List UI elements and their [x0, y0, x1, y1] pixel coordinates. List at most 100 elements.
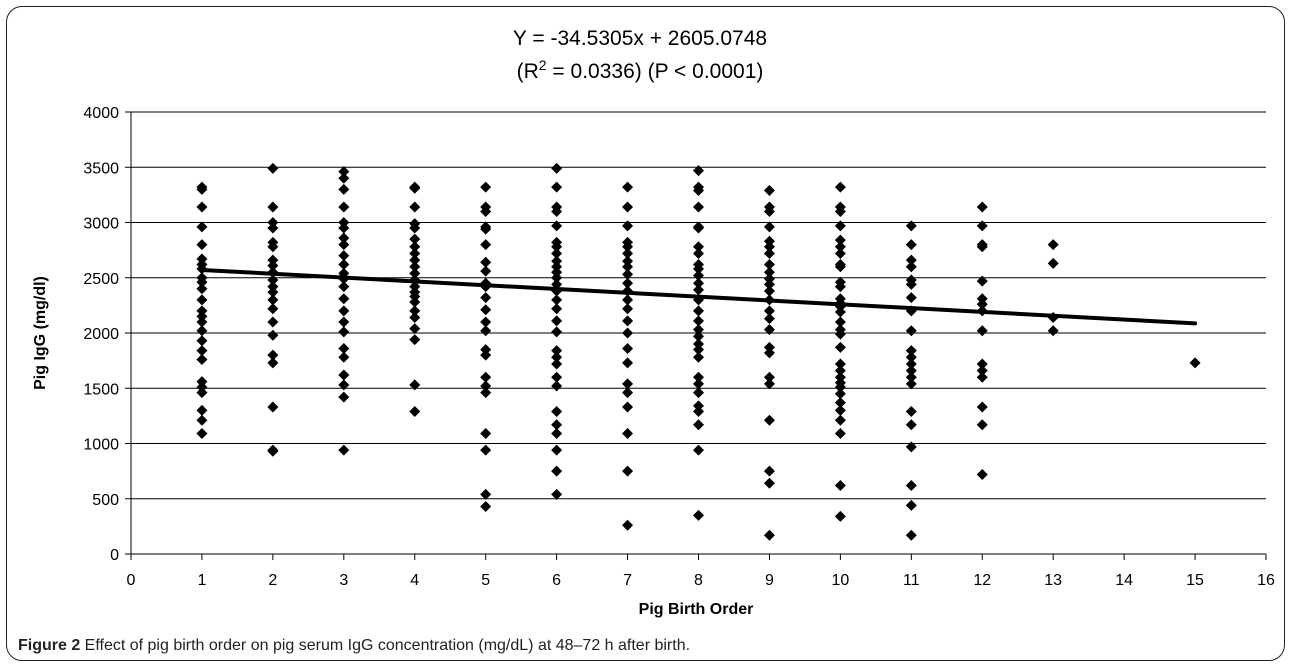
data-point [267, 349, 279, 361]
data-point [693, 405, 704, 417]
data-point [409, 296, 421, 308]
data-point [338, 369, 350, 381]
data-point [693, 371, 704, 383]
data-point [338, 217, 350, 228]
data-point [905, 441, 917, 453]
data-point [551, 405, 563, 417]
data-point [905, 220, 917, 232]
x-tick-label: 16 [1257, 572, 1275, 589]
data-point [480, 325, 492, 337]
data-point [267, 260, 279, 272]
data-point [834, 220, 846, 232]
x-tick-label: 1 [197, 572, 206, 589]
data-point [196, 201, 208, 213]
data-point [905, 239, 917, 251]
data-point [693, 387, 704, 399]
data-point [763, 266, 775, 278]
data-point [693, 284, 704, 296]
data-point [763, 258, 775, 270]
data-point [834, 479, 846, 491]
data-point [622, 401, 634, 413]
data-point [409, 261, 421, 273]
data-point [338, 391, 350, 403]
data-point [480, 223, 492, 235]
data-point [834, 306, 846, 318]
chart-title-line2: (R2 = 0.0336) (P < 0.0001) [517, 57, 764, 83]
data-point [905, 358, 917, 370]
data-point [267, 274, 279, 286]
data-point [693, 270, 704, 282]
data-point [763, 477, 775, 489]
data-point [480, 292, 492, 304]
data-point [693, 444, 704, 456]
data-point [551, 255, 563, 267]
data-point [905, 261, 917, 273]
data-point [763, 529, 775, 541]
data-point [480, 444, 492, 456]
data-point [976, 358, 988, 370]
data-point [622, 378, 634, 390]
data-point [196, 345, 208, 357]
data-point [551, 488, 563, 500]
data-point [267, 286, 279, 298]
data-point [267, 254, 279, 266]
data-point [196, 404, 208, 416]
data-point [905, 278, 917, 290]
data-point [551, 326, 563, 338]
x-tick-label: 0 [127, 572, 136, 589]
data-point [693, 400, 704, 412]
y-tick-label: 3500 [83, 160, 119, 177]
data-point [267, 445, 279, 457]
data-point [976, 220, 988, 232]
x-tick-label: 8 [694, 572, 703, 589]
data-point [693, 324, 704, 336]
chart-title-line1: Y = -34.5305x + 2605.0748 [513, 27, 767, 50]
y-tick-label: 0 [110, 547, 119, 564]
data-point [622, 268, 634, 280]
data-point [196, 376, 208, 388]
data-points [196, 162, 1201, 541]
data-point [693, 305, 704, 317]
data-point [267, 201, 279, 213]
data-point [409, 222, 421, 234]
data-point [267, 401, 279, 413]
data-point [409, 267, 421, 279]
data-point [196, 239, 208, 251]
data-point [551, 371, 563, 383]
data-point [834, 247, 846, 259]
data-point [905, 378, 917, 390]
y-tick-label: 2500 [83, 271, 119, 288]
data-point [905, 499, 917, 511]
data-point [622, 261, 634, 273]
data-point [480, 304, 492, 316]
data-point [338, 201, 350, 213]
data-point [763, 313, 775, 325]
data-point [196, 414, 208, 426]
data-point [976, 241, 988, 253]
y-tick-label: 1500 [83, 381, 119, 398]
data-point [480, 316, 492, 328]
data-point [763, 205, 775, 217]
data-point [196, 354, 208, 366]
data-point [551, 345, 563, 357]
data-point [693, 419, 704, 431]
data-point [196, 294, 208, 306]
data-point [834, 358, 846, 370]
axes [125, 111, 1267, 560]
data-point [480, 371, 492, 383]
data-point [409, 254, 421, 266]
data-point [693, 351, 704, 363]
data-point [480, 265, 492, 277]
data-point [834, 414, 846, 426]
data-point [196, 335, 208, 347]
data-point [763, 273, 775, 285]
data-point [338, 183, 350, 195]
data-point [551, 261, 563, 273]
data-point [905, 345, 917, 357]
data-point [1047, 257, 1059, 269]
data-point [267, 281, 279, 293]
data-point [1189, 357, 1201, 369]
data-point [905, 371, 917, 383]
data-point [480, 500, 492, 512]
data-point [763, 414, 775, 426]
